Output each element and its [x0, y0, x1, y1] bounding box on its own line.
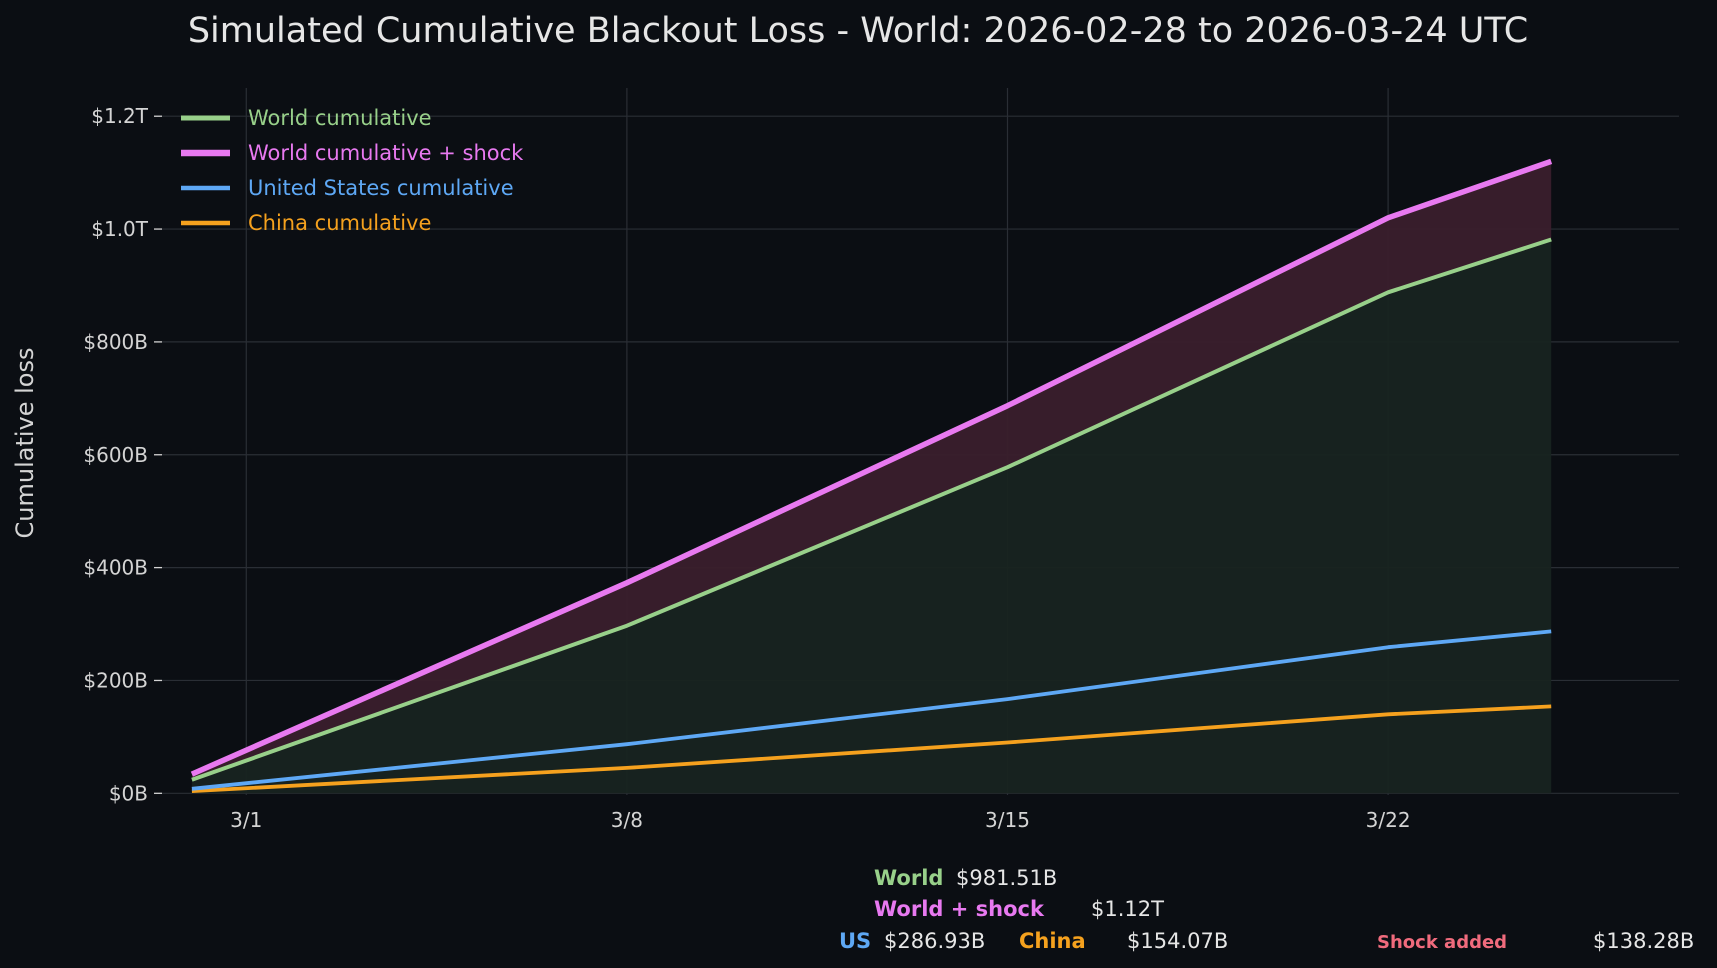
summary-world-value: $981.51B — [956, 866, 1057, 890]
summary-us-value: $286.93B — [884, 929, 985, 953]
shaded-areas — [191, 161, 1552, 794]
x-tick-label: 3/15 — [985, 808, 1030, 832]
series-line-1 — [190, 158, 1553, 777]
legend-label: China cumulative — [248, 211, 431, 235]
y-tick-label: $1.2T — [91, 104, 149, 128]
summary-shock-value: $138.28B — [1593, 929, 1694, 953]
x-tick-label: 3/22 — [1366, 808, 1411, 832]
y-tick-label: $600B — [83, 443, 148, 467]
legend: World cumulative World cumulative + shock… — [181, 106, 524, 235]
series-lines — [190, 158, 1553, 793]
y-tick-label: $1.0T — [91, 217, 149, 241]
series-line-0 — [191, 237, 1552, 782]
chart-title: Simulated Cumulative Blackout Loss - Wor… — [188, 11, 1528, 51]
y-tick-label: $800B — [83, 330, 148, 354]
summary-shock-label: Shock added — [1377, 932, 1507, 953]
x-tick-label: 3/1 — [230, 808, 262, 832]
legend-label: World cumulative — [248, 106, 432, 130]
summary: World $981.51B World + shock $1.12T US $… — [839, 866, 1694, 953]
shaded-region-1 — [191, 239, 1552, 794]
legend-label: United States cumulative — [248, 176, 514, 200]
x-tick-label: 3/8 — [611, 808, 643, 832]
y-tick-label: $200B — [83, 668, 148, 692]
y-axis-label: Cumulative loss — [11, 348, 39, 539]
summary-world-label: World — [874, 866, 943, 890]
series-line-3 — [191, 704, 1552, 793]
axes: $0B $200B $400B $600B $800B $1.0T $1.2T 3/1 3/8 3… — [83, 104, 1410, 832]
legend-label: World cumulative + shock — [248, 141, 524, 165]
y-tick-label: $0B — [109, 781, 148, 805]
y-tick-label: $400B — [83, 556, 148, 580]
summary-china-value: $154.07B — [1127, 929, 1228, 953]
summary-us-label: US — [839, 929, 871, 953]
summary-china-label: China — [1019, 929, 1086, 953]
series-line-2 — [191, 629, 1552, 791]
summary-world-shock-value: $1.12T — [1091, 897, 1164, 921]
summary-world-shock-label: World + shock — [874, 897, 1045, 921]
